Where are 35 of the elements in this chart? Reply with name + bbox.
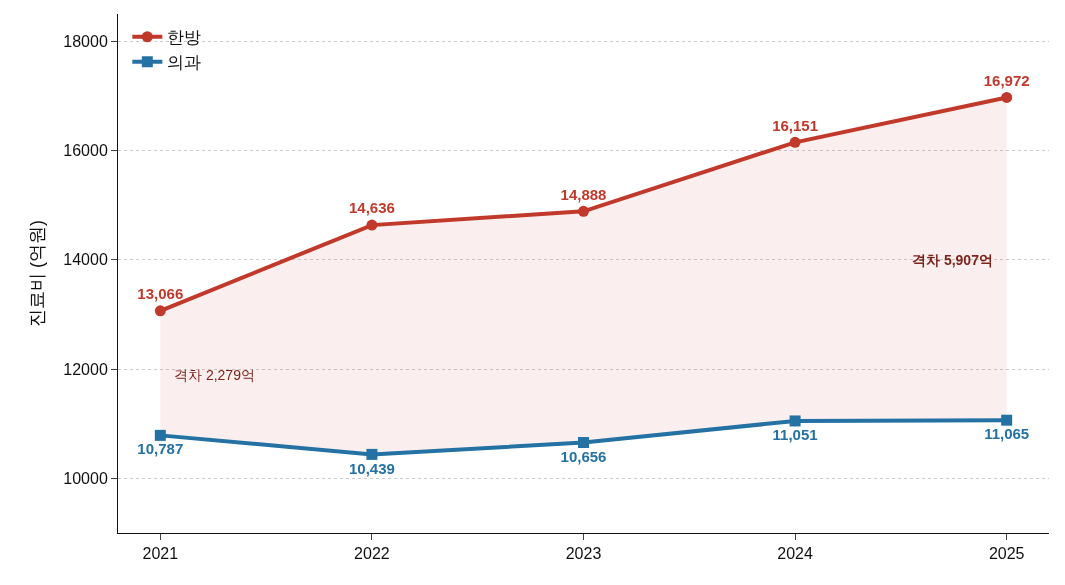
x-tick-label: 2025 xyxy=(988,545,1025,563)
data-label: 16,151 xyxy=(772,116,819,134)
data-label: 10,656 xyxy=(560,447,607,465)
point xyxy=(366,448,378,460)
y-tick-label: 10000 xyxy=(63,469,108,487)
data-label: 11,051 xyxy=(772,426,818,444)
point xyxy=(789,415,801,427)
data-label: 10,439 xyxy=(348,459,395,477)
y-axis-title: 진료비 (억원) xyxy=(27,220,48,327)
annotation: 격차 5,907억 xyxy=(912,252,993,268)
y-tick-label: 12000 xyxy=(63,360,108,378)
legend-label: 의과 xyxy=(167,53,202,73)
point xyxy=(578,205,589,217)
data-label: 14,636 xyxy=(348,199,395,217)
data-label: 13,066 xyxy=(137,285,184,303)
y-tick-label: 16000 xyxy=(63,142,108,160)
x-tick-label: 2023 xyxy=(565,545,602,563)
y-tick-label: 18000 xyxy=(63,32,108,50)
x-tick-label: 2021 xyxy=(142,545,179,563)
point xyxy=(154,429,166,441)
y-tick-label: 14000 xyxy=(63,251,108,269)
point xyxy=(366,219,378,231)
x-tick-label: 2022 xyxy=(354,545,390,563)
data-label: 10,787 xyxy=(137,440,184,458)
point xyxy=(578,437,589,449)
point xyxy=(1001,414,1013,426)
x-tick-label: 2024 xyxy=(777,545,813,563)
data-label: 14,888 xyxy=(560,185,607,203)
point xyxy=(1001,91,1013,103)
legend-label: 한방 xyxy=(167,28,202,48)
annotation: 격차 2,279억 xyxy=(174,367,255,383)
point xyxy=(154,305,166,317)
data-label: 11,065 xyxy=(984,425,1030,443)
point xyxy=(789,136,801,148)
data-label: 16,972 xyxy=(983,71,1030,89)
